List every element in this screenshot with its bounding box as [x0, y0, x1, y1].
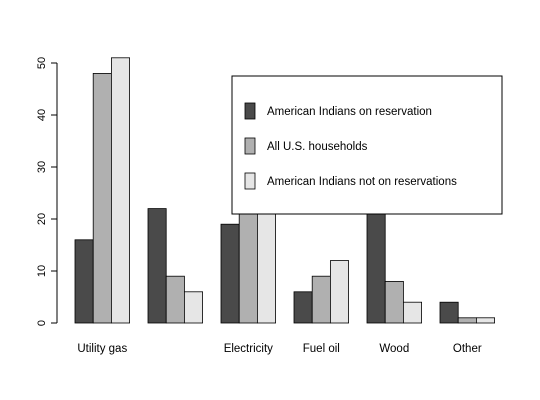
bar [147, 208, 167, 324]
bar [402, 301, 422, 324]
bar [439, 301, 459, 324]
legend-swatch [244, 102, 256, 120]
y-tick-label: 10 [36, 265, 48, 277]
bars-group [74, 57, 495, 324]
category-label: Other [453, 343, 482, 355]
bar [256, 213, 276, 324]
bar [74, 239, 94, 324]
category-label: Utility gas [77, 343, 127, 355]
bar [165, 275, 185, 324]
bar [111, 57, 131, 324]
legend-swatch [244, 137, 256, 155]
bar [457, 317, 477, 324]
bar [329, 260, 349, 324]
bar [384, 280, 404, 324]
category-label: Wood [379, 343, 409, 355]
y-axis: 0 10 20 30 40 50 [36, 57, 58, 326]
legend-label: American Indians not on reservations [267, 176, 457, 188]
bar [366, 213, 386, 324]
y-tick-label: 30 [36, 161, 48, 173]
category-labels: Utility gas Electricity Fuel oil Wood Other [77, 343, 481, 355]
bar [311, 275, 331, 324]
legend-label: All U.S. households [267, 141, 368, 153]
bar [238, 213, 258, 324]
category-label: Electricity [224, 343, 273, 355]
bar [293, 291, 313, 324]
category-label: Fuel oil [303, 343, 340, 355]
y-tick-label: 0 [36, 320, 48, 326]
y-tick-label: 20 [36, 213, 48, 225]
legend-box [231, 75, 503, 215]
legend: American Indians on reservation All U.S. … [231, 75, 503, 215]
bar [92, 73, 112, 324]
legend-label: American Indians on reservation [267, 106, 432, 118]
bar [475, 317, 495, 324]
bar [220, 223, 240, 324]
bar [183, 291, 203, 324]
y-tick-label: 50 [36, 57, 48, 69]
legend-swatch [244, 172, 256, 190]
y-tick-label: 40 [36, 109, 48, 121]
